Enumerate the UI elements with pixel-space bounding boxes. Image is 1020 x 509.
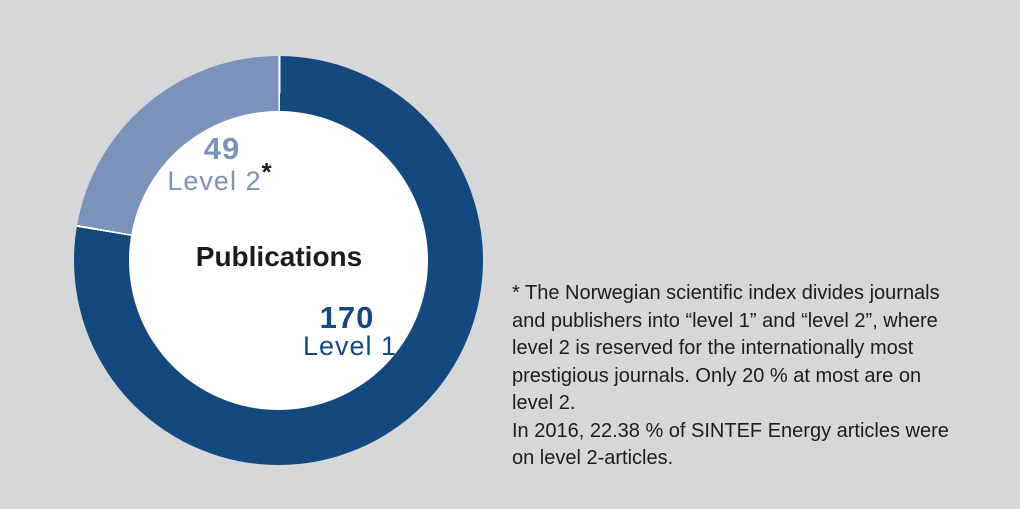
footnote-asterisk: *	[261, 157, 273, 187]
level2-label: Level 2*	[145, 159, 295, 197]
level2-value: 49	[203, 131, 241, 166]
level2-label-text: Level 2	[167, 166, 262, 196]
footnote-text: * The Norwegian scientific index divides…	[512, 282, 949, 469]
level1-label: Level 1	[302, 331, 398, 361]
chart-center-title: Publications	[195, 241, 363, 272]
level1-value: 170	[319, 300, 375, 335]
publications-donut-chart	[74, 56, 483, 465]
donut-hole	[129, 111, 428, 410]
